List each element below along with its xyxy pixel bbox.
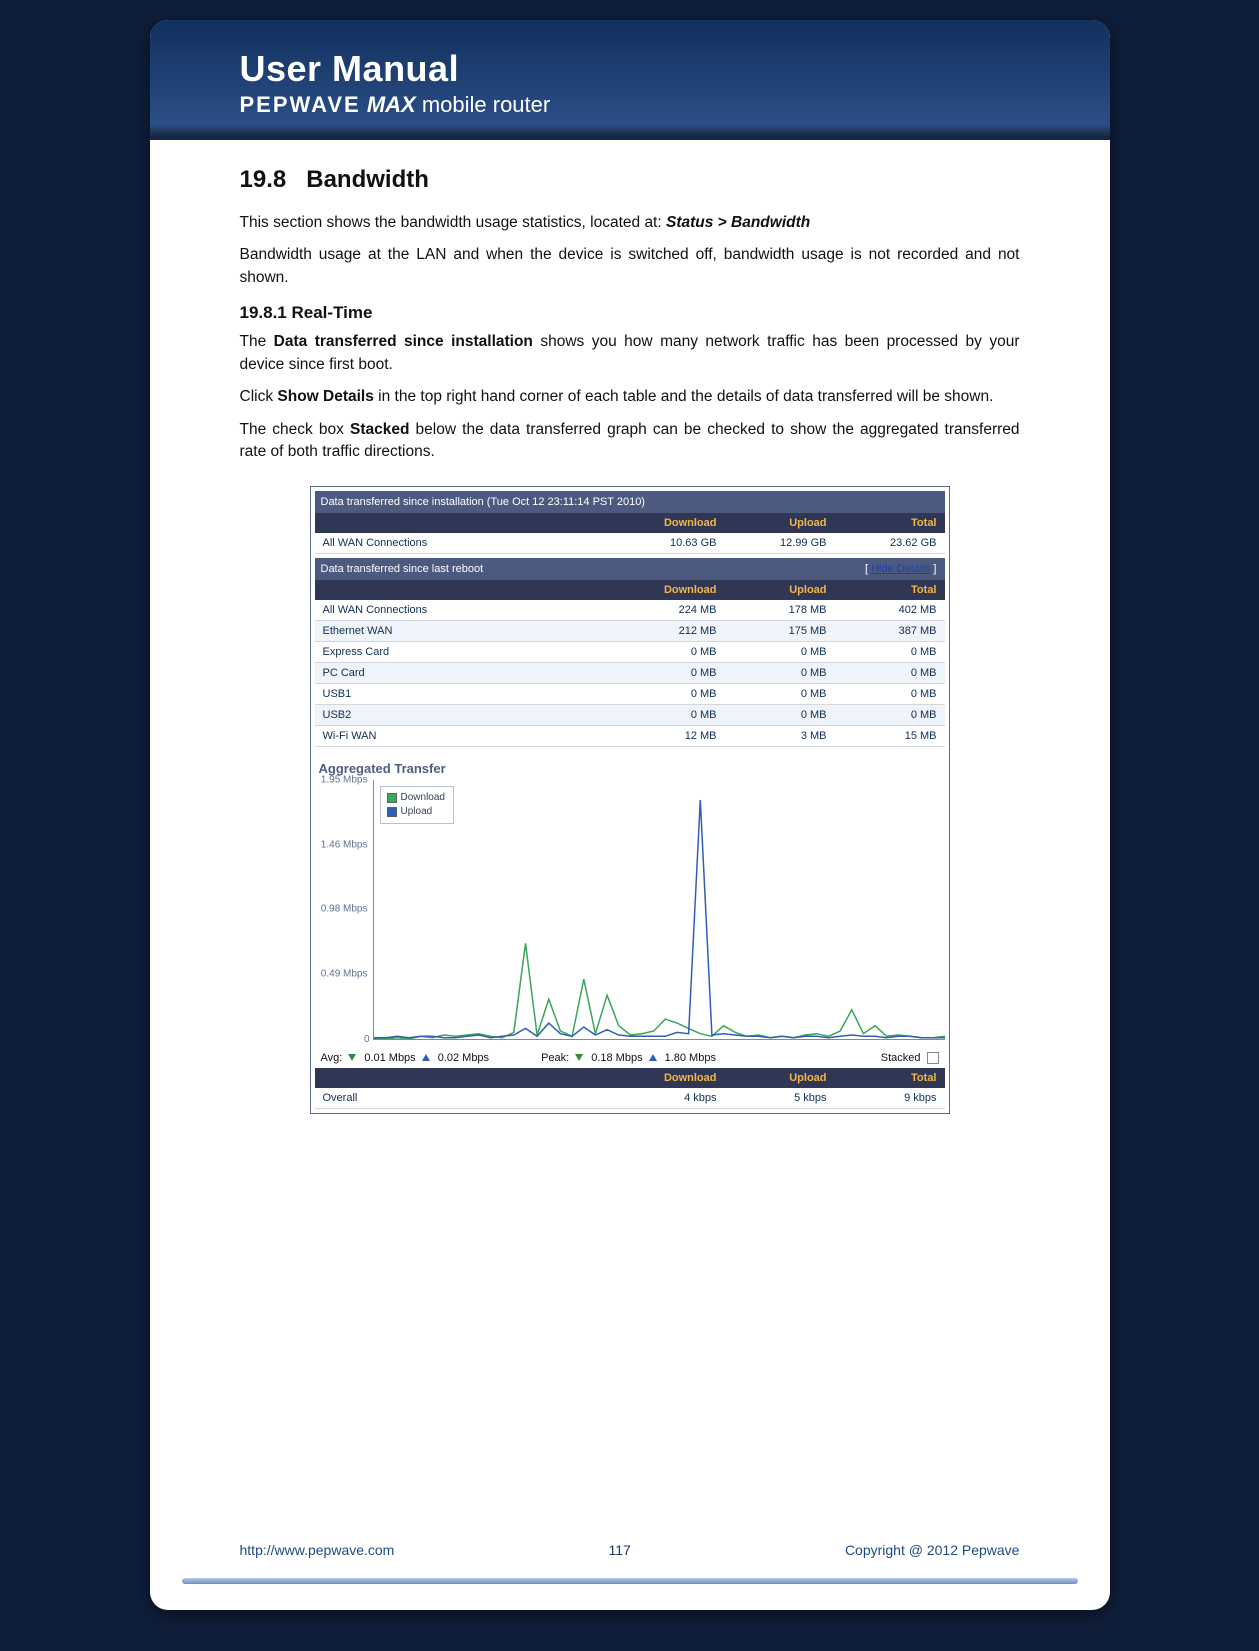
table-row: Express Card0 MB0 MB0 MB — [315, 642, 945, 663]
page-background: User Manual PEPWAVE MAX mobile router 19… — [0, 0, 1259, 1650]
chart-stats-row: Avg: 0.01 Mbps 0.02 Mbps Peak: 0.18 Mbps… — [315, 1044, 945, 1068]
overall-column-header: Download Upload Total — [315, 1068, 945, 1088]
breadcrumb-path: Status > Bandwidth — [666, 214, 810, 231]
section-title: Bandwidth — [306, 166, 429, 193]
body-paragraph-3: The check box Stacked below the data tra… — [240, 419, 1020, 464]
col-total: Total — [827, 517, 937, 529]
body-paragraph-1: The Data transferred since installation … — [240, 331, 1020, 376]
bandwidth-screenshot: Data transferred since installation (Tue… — [310, 486, 950, 1114]
table-row: Wi-Fi WAN12 MB3 MB15 MB — [315, 726, 945, 747]
peak-upload: 1.80 Mbps — [665, 1052, 716, 1064]
download-arrow-icon — [575, 1054, 583, 1061]
col-download: Download — [607, 517, 717, 529]
avg-label: Avg: — [321, 1052, 343, 1064]
stacked-checkbox[interactable] — [927, 1052, 939, 1064]
avg-upload: 0.02 Mbps — [438, 1052, 489, 1064]
intro-paragraph-2: Bandwidth usage at the LAN and when the … — [240, 244, 1020, 289]
header-brand: PEPWAVE — [240, 92, 361, 117]
body-paragraph-2: Click Show Details in the top right hand… — [240, 386, 1020, 408]
table-row: USB20 MB0 MB0 MB — [315, 705, 945, 726]
install-data-row: All WAN Connections 10.63 GB 12.99 GB 23… — [315, 533, 945, 554]
footer-url: http://www.pepwave.com — [240, 1542, 395, 1558]
reboot-rows-container: All WAN Connections224 MB178 MB402 MBEth… — [315, 600, 945, 747]
peak-download: 0.18 Mbps — [591, 1052, 642, 1064]
peak-label: Peak: — [541, 1052, 569, 1064]
download-arrow-icon — [348, 1054, 356, 1061]
table-row: USB10 MB0 MB0 MB — [315, 684, 945, 705]
page-content: 19.8 Bandwidth This section shows the ba… — [150, 140, 1110, 1134]
footer-divider — [182, 1578, 1078, 1584]
upload-arrow-icon — [422, 1054, 430, 1061]
stacked-label: Stacked — [881, 1052, 921, 1064]
header-title: User Manual — [240, 48, 1070, 90]
col-upload: Upload — [717, 517, 827, 529]
footer-copyright: Copyright @ 2012 Pepwave — [845, 1542, 1020, 1558]
subsection-number: 19.8.1 — [240, 303, 287, 322]
section-number: 19.8 — [240, 166, 287, 193]
install-table-header: Data transferred since installation (Tue… — [315, 491, 945, 513]
bandwidth-chart: Download Upload 0 1.95 Mbps1.46 Mbps0.98… — [373, 780, 945, 1040]
header-product: MAX — [367, 92, 416, 117]
intro-paragraph-1: This section shows the bandwidth usage s… — [240, 212, 1020, 234]
hide-details-link[interactable]: [ Hide Details ] — [865, 563, 937, 575]
table-row: All WAN Connections224 MB178 MB402 MB — [315, 600, 945, 621]
header-tagline: mobile router — [422, 92, 550, 117]
subsection-heading: 19.8.1 Real-Time — [240, 303, 1020, 323]
overall-data-row: Overall 4 kbps 5 kbps 9 kbps — [315, 1088, 945, 1109]
footer-page-number: 117 — [608, 1542, 630, 1558]
section-heading: 19.8 Bandwidth — [240, 166, 1020, 194]
header-subtitle: PEPWAVE MAX mobile router — [240, 92, 1070, 118]
manual-page: User Manual PEPWAVE MAX mobile router 19… — [150, 20, 1110, 1610]
avg-download: 0.01 Mbps — [364, 1052, 415, 1064]
table-row: PC Card0 MB0 MB0 MB — [315, 663, 945, 684]
subsection-title: Real-Time — [292, 303, 373, 322]
page-header: User Manual PEPWAVE MAX mobile router — [150, 20, 1110, 140]
table-row: Ethernet WAN212 MB175 MB387 MB — [315, 621, 945, 642]
page-footer: http://www.pepwave.com 117 Copyright @ 2… — [150, 1542, 1110, 1558]
reboot-table-header: Data transferred since last reboot [ Hid… — [315, 558, 945, 580]
install-column-header: Download Upload Total — [315, 513, 945, 533]
chart-title: Aggregated Transfer — [319, 761, 945, 776]
reboot-column-header: Download Upload Total — [315, 580, 945, 600]
upload-arrow-icon — [649, 1054, 657, 1061]
